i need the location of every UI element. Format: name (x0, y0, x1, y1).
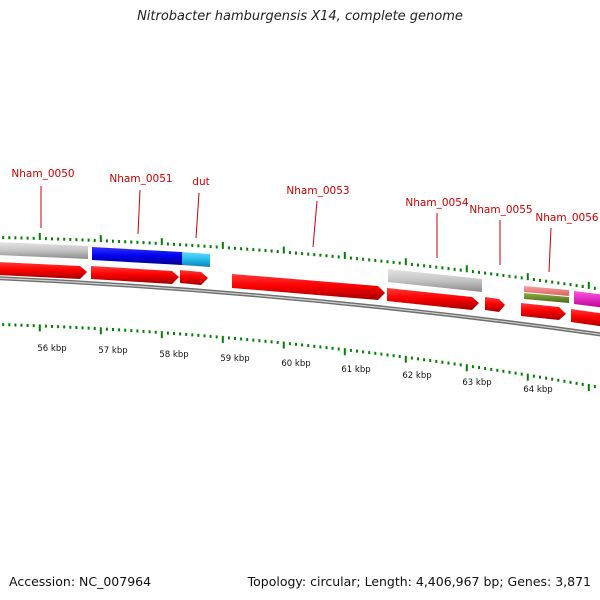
gene-label-nham-0053: Nham_0053 (286, 185, 349, 197)
gene-label-nham-0054: Nham_0054 (405, 197, 468, 209)
cds-arrow-8 (571, 309, 600, 327)
backbone-inner (0, 277, 600, 335)
kbp-label-56: 56 kbp (37, 344, 66, 354)
gene-label-nham-0055: Nham_0055 (469, 204, 532, 216)
leader-nham-0051 (137, 189, 141, 235)
cds-arrow-1 (0, 262, 87, 279)
cds-arrow-3 (180, 270, 208, 285)
gene-block-nham-0051 (92, 247, 182, 265)
kbp-label-64: 64 kbp (523, 385, 552, 395)
cds-arrow-4 (232, 274, 385, 300)
kbp-label-60: 60 kbp (281, 359, 310, 369)
gene-label-nham-0056: Nham_0056 (535, 212, 598, 224)
accession-label: Accession: NC_007964 (9, 574, 152, 589)
kbp-label-61: 61 kbp (341, 365, 370, 375)
kbp-label-63: 63 kbp (462, 378, 491, 388)
lower-tick-row (2, 323, 596, 391)
kbp-label-62: 62 kbp (402, 371, 431, 381)
kbp-label-58: 58 kbp (159, 350, 188, 360)
genome-summary: Topology: circular; Length: 4,406,967 bp… (247, 574, 591, 589)
kbp-label-57: 57 kbp (98, 346, 127, 356)
gene-block-nham-0056-b (524, 293, 569, 303)
cds-arrow-5 (387, 288, 479, 310)
leader-nham-0053 (312, 200, 318, 248)
gene-label-nham-0050: Nham_0050 (11, 168, 74, 180)
map-title: Nitrobacter hamburgensis X14, complete g… (137, 9, 463, 24)
gene-block-nham-0050 (0, 242, 88, 259)
gene-label-dut: dut (192, 176, 209, 188)
leader-dut (195, 192, 200, 239)
leader-nham-0056 (548, 227, 552, 273)
cds-arrow-6 (485, 297, 505, 312)
gene-label-nham-0051: Nham_0051 (109, 173, 172, 185)
upper-tick-row (2, 232, 596, 290)
cds-arrow-2 (91, 266, 179, 284)
gene-block-nham-0057 (574, 291, 600, 308)
kbp-label-59: 59 kbp (220, 354, 249, 364)
gene-block-dut (182, 252, 210, 267)
cds-arrow-7 (521, 303, 566, 320)
gene-block-nham-0054 (388, 269, 482, 292)
gene-block-nham-0056-a (524, 286, 569, 296)
